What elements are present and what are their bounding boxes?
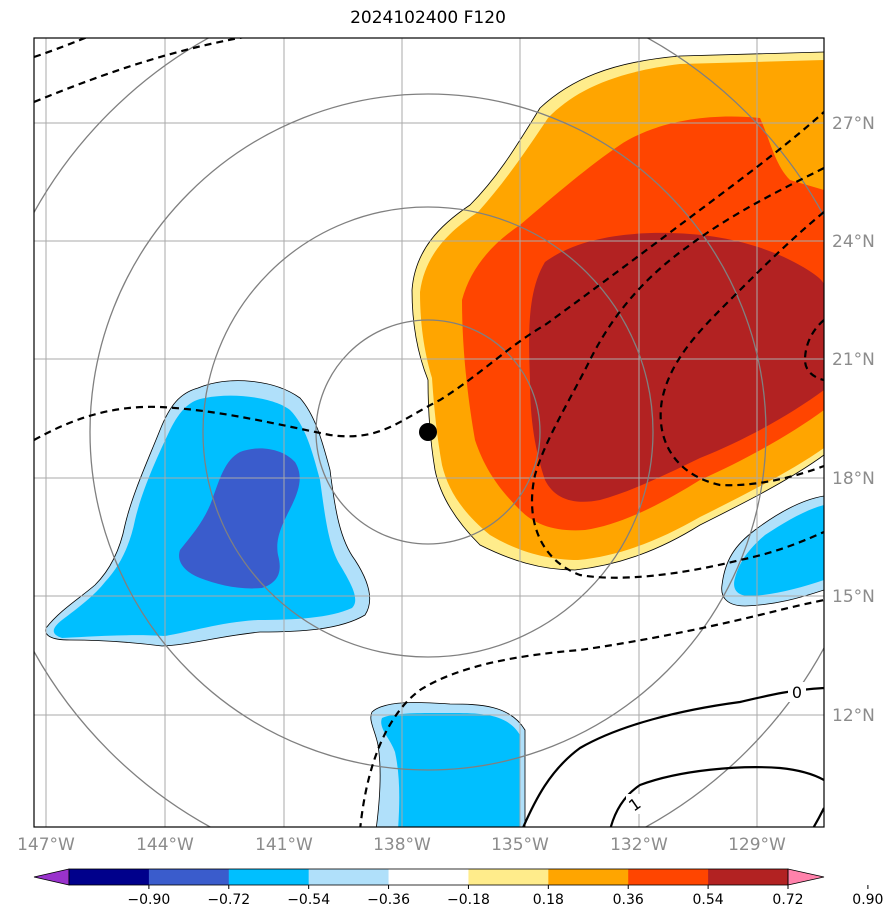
contour-label-bg [626, 794, 642, 814]
negative-anomaly-west--0.54 [179, 448, 300, 589]
lon-label: 135°W [491, 835, 549, 855]
lon-label: 141°W [255, 835, 313, 855]
colorbar-swatch [708, 869, 789, 885]
negative-contours [34, 38, 824, 827]
storm-center-marker [419, 423, 437, 441]
colorbar-tick-label: −0.90 [127, 892, 170, 908]
colorbar-tick-label: 0.72 [772, 892, 803, 908]
map-frame [33, 37, 825, 828]
lat-label: 27°N [832, 114, 875, 134]
lon-label: 138°W [373, 835, 431, 855]
colorbar-swatch [148, 869, 230, 885]
colorbar-tick-label: 0.90 [852, 892, 883, 908]
lat-label: 24°N [832, 232, 875, 252]
shading-outlines [45, 51, 824, 827]
contour-label-bg [788, 682, 806, 702]
colorbar-swatches [69, 869, 789, 885]
lat-label: 21°N [832, 350, 875, 370]
lat-label: 15°N [832, 587, 875, 607]
lon-label: 147°W [17, 835, 75, 855]
colorbar-swatch [468, 869, 549, 885]
colorbar-extend-min [33, 868, 70, 886]
map-title: 2024102400 F120 [350, 8, 506, 28]
colorbar-swatch [228, 869, 310, 885]
colorbar-outline [68, 868, 789, 886]
lat-label: 18°N [832, 469, 875, 489]
colorbar-tick-label: 0.18 [533, 892, 564, 908]
map-area: 0 1 [34, 38, 824, 827]
colorbar-swatch [388, 869, 469, 885]
colorbar-tick-label: −0.54 [287, 892, 330, 908]
negative-anomaly-south--0.36 [381, 712, 520, 827]
colorbar-swatch [548, 869, 629, 885]
lon-label: 132°W [610, 835, 668, 855]
colorbar-swatch [308, 869, 390, 885]
lon-label: 129°W [728, 835, 786, 855]
positive-contours [522, 686, 824, 827]
lon-label: 144°W [136, 835, 194, 855]
colorbar: −0.90 −0.72 −0.54 −0.36 −0.18 0.18 0.36 0.54 0.7… [33, 868, 883, 908]
colorbar-swatch [69, 869, 150, 885]
colorbar-tick-label: 0.54 [693, 892, 724, 908]
colorbar-tick-label: 0.36 [613, 892, 644, 908]
lat-label: 12°N [832, 706, 875, 726]
colorbar-extend-max [787, 868, 825, 886]
colorbar-tick-label: −0.36 [367, 892, 410, 908]
colorbar-tick-label: −0.18 [447, 892, 490, 908]
colorbar-tick-label: −0.72 [207, 892, 250, 908]
colorbar-swatch [628, 869, 709, 885]
positive-anomaly-0.72 [529, 232, 824, 502]
graticule [34, 38, 824, 827]
contour-label-zero: 0 [792, 683, 802, 702]
colorbar-ticks: −0.90 −0.72 −0.54 −0.36 −0.18 0.18 0.36 0.54 0.7… [127, 885, 883, 908]
